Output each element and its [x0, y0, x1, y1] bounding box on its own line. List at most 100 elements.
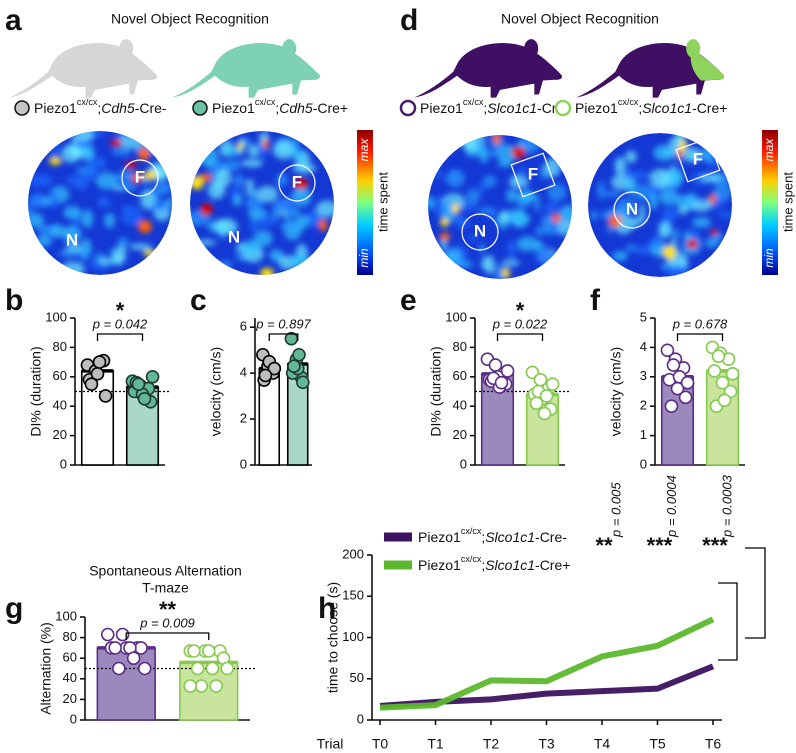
heat-blob — [533, 194, 541, 213]
heat-hotspot — [686, 239, 698, 249]
y-tick-label: 3 — [640, 368, 647, 383]
data-point — [145, 369, 160, 384]
heat-blob — [700, 173, 722, 183]
heat-blob — [541, 214, 554, 231]
y-tick-label: 0 — [640, 456, 647, 471]
heat-blob — [233, 174, 245, 187]
data-point — [100, 627, 115, 642]
x-tick-label: T3 — [538, 736, 555, 752]
heat-hotspot — [551, 213, 561, 223]
data-point — [539, 389, 554, 403]
object-zone — [510, 152, 556, 198]
heat-blob — [63, 206, 82, 220]
label-sep: ; — [275, 100, 279, 116]
heat-blob — [475, 136, 484, 150]
significance-stars: * — [116, 298, 125, 323]
panel-letter: h — [318, 592, 336, 625]
data-point — [112, 661, 126, 676]
heat-blob — [50, 224, 66, 238]
colorbar-label: time spent — [780, 172, 795, 232]
legend-marker — [554, 99, 572, 117]
y-tick-label: 5 — [640, 309, 647, 324]
heat-blob — [534, 249, 556, 264]
data-point — [187, 644, 201, 658]
object-label: F — [135, 167, 145, 186]
heat-blob — [244, 187, 257, 195]
heat-blob — [478, 207, 497, 214]
mouse-icon — [172, 39, 321, 98]
label-sup: cx/cx — [618, 97, 639, 107]
heatmap-texture — [428, 135, 572, 279]
heat-blob — [35, 235, 52, 247]
data-point — [725, 367, 740, 381]
data-point — [98, 389, 113, 403]
label-gene: Slco1c1 — [642, 100, 692, 116]
heat-blob — [675, 157, 684, 165]
heat-blob — [671, 229, 682, 239]
object-label: N — [626, 199, 638, 218]
data-point — [108, 641, 122, 655]
heat-blob — [517, 236, 538, 252]
mouse-icon — [9, 39, 158, 98]
heat-blob — [315, 200, 334, 218]
bar — [96, 647, 156, 721]
mouse-body — [9, 43, 158, 98]
y-tick-label: 100 — [45, 309, 67, 324]
heat-blob — [153, 180, 172, 195]
legend-marker — [14, 100, 30, 116]
heat-blob — [533, 240, 544, 252]
heat-blob — [634, 245, 654, 256]
mouse-body — [172, 43, 321, 98]
chart-title: T-maze — [142, 580, 189, 596]
data-point — [183, 679, 198, 693]
object-zone — [278, 164, 316, 202]
heat-blob — [48, 191, 59, 210]
heat-blob — [486, 150, 505, 158]
y-tick-label: 150 — [342, 588, 364, 603]
heat-blob — [269, 249, 284, 261]
y-tick-label: 0 — [70, 711, 77, 726]
heat-blob — [121, 206, 143, 226]
heat-blob — [481, 256, 489, 271]
panel-letter: g — [5, 592, 23, 625]
heat-blob — [432, 196, 445, 215]
panel-letter: e — [400, 284, 417, 317]
heat-blob — [95, 172, 119, 190]
heat-hotspot — [608, 214, 622, 228]
data-point — [126, 651, 141, 666]
heat-hotspot — [666, 249, 676, 260]
p-value: p = 0.042 — [92, 316, 148, 331]
data-point — [287, 359, 301, 374]
heat-blob — [478, 242, 486, 254]
data-point — [84, 377, 99, 391]
heat-blob — [104, 213, 116, 229]
heat-blob — [692, 217, 711, 228]
data-point — [678, 390, 693, 405]
y-tick-label: 100 — [55, 608, 77, 623]
label-base: Piezo1 — [34, 100, 77, 116]
object-zone — [461, 213, 499, 251]
mouse-head — [690, 49, 725, 81]
heat-blob — [257, 215, 276, 228]
p-value: p = 0.0004 — [664, 475, 679, 538]
p-value: p = 0.678 — [672, 316, 728, 331]
mouse-ear — [524, 39, 539, 58]
y-tick-label: 1 — [640, 427, 647, 442]
heat-hotspot — [49, 157, 62, 165]
heat-blob — [495, 263, 504, 279]
heat-blob — [467, 234, 478, 241]
heat-blob — [287, 149, 304, 159]
heat-hotspot — [109, 139, 123, 147]
heat-blob — [119, 133, 142, 149]
colorbar-min: min — [762, 248, 776, 268]
heat-blob — [290, 208, 301, 216]
y-tick-label: 80 — [53, 339, 67, 354]
significance-stars: * — [516, 298, 525, 323]
p-value: p = 0.0003 — [719, 474, 734, 538]
data-point — [296, 375, 310, 390]
y-tick-label: 20 — [63, 691, 77, 706]
colorbar-max: max — [762, 138, 776, 162]
label-suffix: -Cre- — [535, 529, 567, 545]
data-point — [194, 679, 209, 693]
